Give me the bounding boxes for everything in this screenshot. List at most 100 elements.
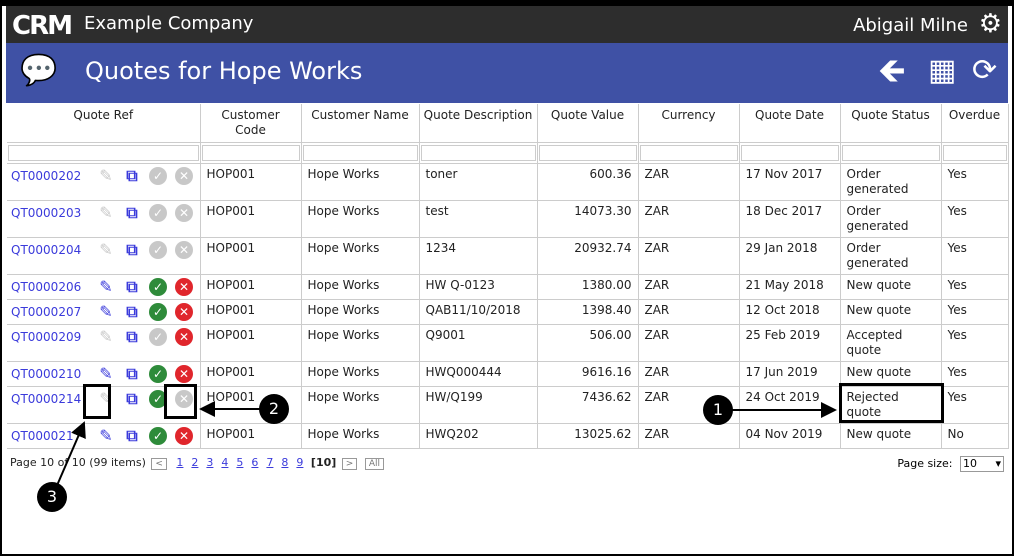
filter-input[interactable]: [841, 145, 940, 161]
customer-code: HOP001: [200, 423, 302, 449]
filter-input[interactable]: [201, 145, 300, 161]
pencil-icon[interactable]: ✎: [99, 277, 113, 296]
page-link[interactable]: 9: [296, 456, 304, 469]
quote-ref-link[interactable]: QT0000214: [11, 391, 82, 406]
all-pages-button[interactable]: All: [364, 458, 385, 470]
building-icon[interactable]: ▦: [928, 53, 957, 88]
check-icon[interactable]: ✓: [149, 303, 167, 321]
user-name[interactable]: Abigail Milne: [853, 15, 968, 36]
copy-icon[interactable]: ⧉: [126, 203, 138, 222]
prev-page-button[interactable]: <: [151, 458, 167, 470]
column-header[interactable]: Quote Value: [537, 104, 639, 143]
table-row[interactable]: QT000021 ✎ ⧉ ✓ ✕ HOP001 Hope Works HWQ202 13…: [7, 423, 1009, 449]
quote-description: HWQ202: [419, 423, 538, 449]
overdue: Yes: [941, 386, 1009, 424]
table-row[interactable]: QT0000207 ✎ ⧉ ✓ ✕ HOP001 Hope Works QAB11/10…: [7, 299, 1009, 325]
next-page-button[interactable]: >: [341, 458, 358, 470]
copy-icon[interactable]: ⧉: [126, 327, 138, 346]
filter-cell: [200, 142, 302, 164]
copy-icon[interactable]: ⧉: [126, 240, 138, 259]
quote-ref-link[interactable]: QT0000206: [11, 279, 82, 294]
filter-input[interactable]: [639, 145, 738, 161]
quote-status: Order generated: [840, 163, 942, 201]
copy-icon[interactable]: ⧉: [126, 426, 138, 445]
overdue: Yes: [941, 299, 1009, 325]
column-header[interactable]: Customer Code: [200, 104, 302, 143]
page-size-label: Page size:: [897, 457, 953, 470]
gear-icon[interactable]: ⚙: [978, 9, 1002, 39]
check-icon[interactable]: ✓: [149, 365, 167, 383]
page-link[interactable]: 5: [236, 456, 244, 469]
quote-status: Order generated: [840, 237, 942, 275]
overdue: No: [941, 423, 1009, 449]
reject-icon[interactable]: ✕: [175, 365, 193, 383]
back-arrow-icon[interactable]: 🡸: [878, 51, 906, 91]
column-header[interactable]: Quote Ref: [7, 104, 201, 143]
quote-status: New quote: [840, 299, 942, 325]
quote-ref-link[interactable]: QT0000204: [11, 242, 82, 257]
table-row[interactable]: QT0000210 ✎ ⧉ ✓ ✕ HOP001 Hope Works HWQ00044…: [7, 361, 1009, 387]
column-header[interactable]: Quote Status: [840, 104, 942, 143]
table-row[interactable]: QT0000204 ✎ ⧉ ✓ ✕ HOP001 Hope Works 1234 209…: [7, 237, 1009, 275]
reject-icon[interactable]: ✕: [175, 303, 193, 321]
page-link[interactable]: 8: [281, 456, 289, 469]
reject-icon[interactable]: ✕: [175, 278, 193, 296]
filter-input[interactable]: [8, 145, 199, 161]
quote-ref-link[interactable]: QT0000207: [11, 304, 82, 319]
quote-date: 12 Oct 2018: [739, 299, 841, 325]
check-icon: ✓: [149, 328, 167, 346]
check-icon[interactable]: ✓: [149, 390, 167, 408]
quote-value: 20932.74: [537, 237, 639, 275]
quote-description: HW/Q199: [419, 386, 538, 424]
copy-icon[interactable]: ⧉: [126, 389, 138, 408]
quote-ref-link[interactable]: QT0000209: [11, 329, 82, 344]
filter-input[interactable]: [538, 145, 637, 161]
refresh-icon[interactable]: ⟳: [972, 53, 998, 88]
copy-icon[interactable]: ⧉: [126, 302, 138, 321]
page-link[interactable]: 4: [221, 456, 229, 469]
page-link[interactable]: 6: [251, 456, 259, 469]
check-icon[interactable]: ✓: [149, 278, 167, 296]
quote-value: 7436.62: [537, 386, 639, 424]
quote-ref-link[interactable]: QT0000203: [11, 205, 82, 220]
page-link[interactable]: 7: [266, 456, 274, 469]
table-row[interactable]: QT0000203 ✎ ⧉ ✓ ✕ HOP001 Hope Works test 140…: [7, 200, 1009, 238]
page-size-select[interactable]: 10 ▾: [960, 456, 1004, 472]
customer-code: HOP001: [200, 200, 302, 238]
check-icon[interactable]: ✓: [149, 427, 167, 445]
reject-icon[interactable]: ✕: [175, 328, 193, 346]
copy-icon[interactable]: ⧉: [126, 166, 138, 185]
table-row[interactable]: QT0000202 ✎ ⧉ ✓ ✕ HOP001 Hope Works toner 60…: [7, 163, 1009, 201]
quote-description: toner: [419, 163, 538, 201]
customer-name: Hope Works: [301, 200, 420, 238]
chat-bubbles-icon: 💬: [20, 53, 58, 88]
copy-icon[interactable]: ⧉: [126, 364, 138, 383]
quote-description: Q9001: [419, 324, 538, 362]
customer-name: Hope Works: [301, 163, 420, 201]
currency: ZAR: [638, 423, 740, 449]
filter-input[interactable]: [740, 145, 839, 161]
column-header[interactable]: Quote Description: [419, 104, 538, 143]
pencil-icon[interactable]: ✎: [99, 302, 113, 321]
filter-input[interactable]: [302, 145, 418, 161]
page-link[interactable]: 1: [176, 456, 184, 469]
column-header[interactable]: Quote Date: [739, 104, 841, 143]
filter-input[interactable]: [420, 145, 536, 161]
filter-input[interactable]: [942, 145, 1007, 161]
quote-ref-link[interactable]: QT0000202: [11, 168, 82, 183]
quote-ref-link[interactable]: QT000021: [11, 428, 74, 443]
column-header[interactable]: Currency: [638, 104, 740, 143]
currency: ZAR: [638, 299, 740, 325]
page-link[interactable]: 2: [191, 456, 199, 469]
quote-ref-link[interactable]: QT0000210: [11, 366, 82, 381]
table-row[interactable]: QT0000206 ✎ ⧉ ✓ ✕ HOP001 Hope Works HW Q-012…: [7, 274, 1009, 300]
quote-description: 1234: [419, 237, 538, 275]
page-link[interactable]: 3: [206, 456, 214, 469]
copy-icon[interactable]: ⧉: [126, 277, 138, 296]
pencil-icon[interactable]: ✎: [99, 364, 113, 383]
reject-icon[interactable]: ✕: [175, 427, 193, 445]
pencil-icon[interactable]: ✎: [99, 426, 113, 445]
column-header[interactable]: Overdue: [941, 104, 1009, 143]
table-row[interactable]: QT0000209 ✎ ⧉ ✓ ✕ HOP001 Hope Works Q9001 50…: [7, 324, 1009, 362]
column-header[interactable]: Customer Name: [301, 104, 420, 143]
